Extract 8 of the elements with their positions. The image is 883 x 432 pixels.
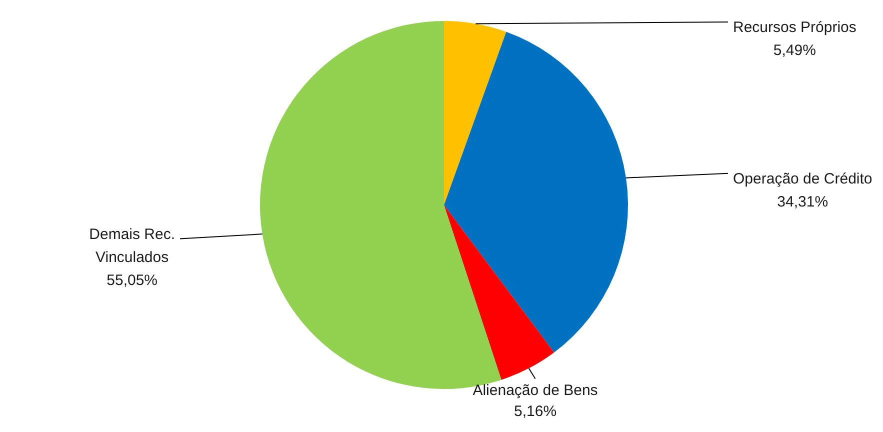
slice-label: Operação de Crédito [733,170,872,188]
slice-label: Alienação de Bens [472,382,598,399]
data-label: 5,16% [514,402,557,420]
data-label: 34,31% [777,194,828,211]
slice-label: Demais Rec. Vinculados [89,226,175,266]
slice-label: Recursos Próprios [732,19,856,36]
data-label: 5,49% [773,42,816,60]
data-label: 55,05% [106,272,158,289]
